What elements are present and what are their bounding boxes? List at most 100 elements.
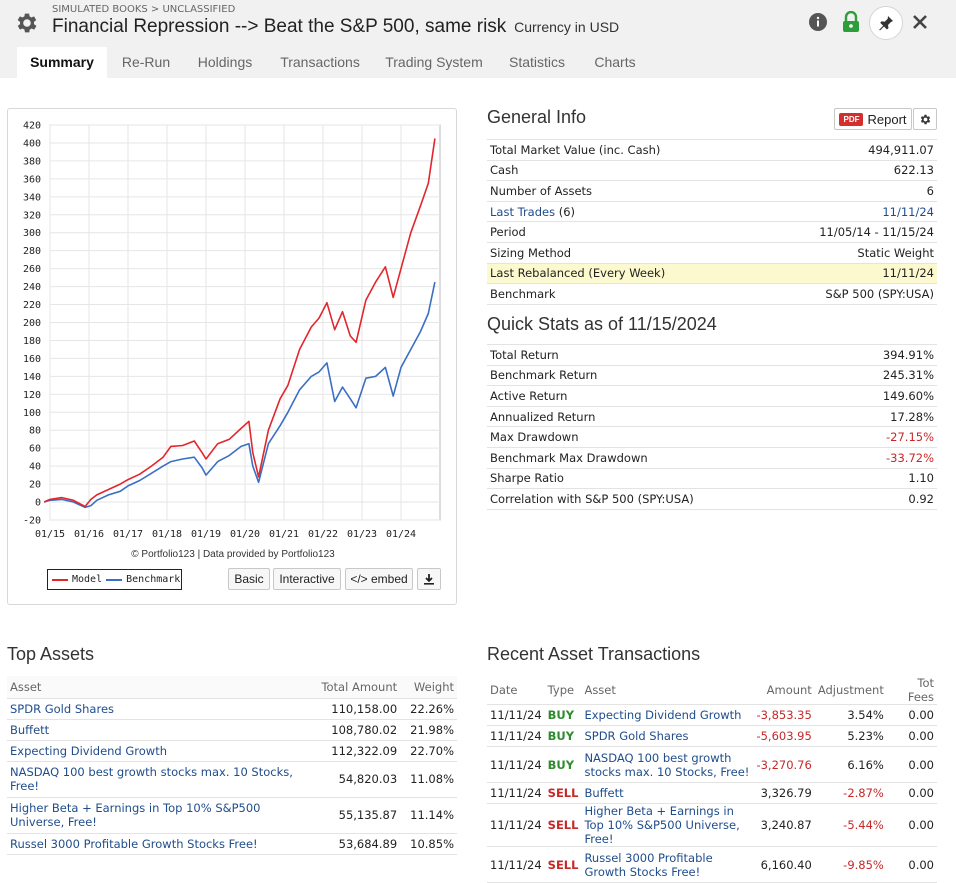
series-line-benchmark (43, 281, 436, 509)
column-header-asset[interactable]: Asset (581, 676, 754, 705)
info-label: Cash (487, 159, 758, 181)
txn-date: 11/11/24 (487, 846, 545, 883)
table-row: 11/11/24 SELL Higher Beta + Earnings in To… (487, 803, 937, 847)
chart-credit: © Portfolio123 | Data provided by Portfo… (131, 549, 335, 560)
txn-date: 11/11/24 (487, 704, 545, 726)
series-line-model (43, 138, 436, 508)
report-button[interactable]: PDF Report (834, 108, 912, 130)
stat-label: Sharpe Ratio (487, 467, 841, 489)
table-row: 11/11/24 BUY SPDR Gold Shares -5,603.95 5.23… (487, 725, 937, 747)
info-row: Benchmark S&P 500 (SPY:USA) (487, 283, 937, 305)
column-header-weight[interactable]: Weight (400, 676, 457, 699)
asset-weight: 22.26% (400, 698, 457, 720)
y-tick-label: 380 (23, 156, 41, 167)
tab-charts[interactable]: Charts (594, 54, 636, 70)
y-tick-label: 20 (29, 480, 41, 491)
info-icon[interactable] (806, 10, 830, 34)
stat-label: Correlation with S&P 500 (SPY:USA) (487, 488, 841, 510)
stat-value: 394.91% (840, 344, 937, 366)
column-header-tot-fees[interactable]: Tot Fees (886, 676, 937, 705)
txn-fees: 0.00 (886, 704, 937, 726)
tab-trading-system[interactable]: Trading System (385, 54, 483, 70)
x-tick-label: 01/17 (113, 529, 143, 539)
quick-stats-table: Total Return 394.91% Benchmark Return 245.… (487, 344, 937, 510)
tab-summary[interactable]: Summary (17, 47, 107, 78)
txn-asset-link[interactable]: NASDAQ 100 best growth stocks max. 10 St… (584, 750, 750, 779)
asset-amount: 54,820.03 (307, 761, 401, 798)
asset-link[interactable]: Buffett (10, 722, 50, 737)
asset-amount: 110,158.00 (307, 698, 401, 720)
stat-value: 0.92 (840, 488, 937, 510)
table-row: Buffett 108,780.02 21.98% (7, 719, 457, 741)
txn-amount: -5,603.95 (753, 725, 815, 747)
info-row: Cash 622.13 (487, 159, 937, 181)
gear-icon[interactable] (14, 10, 40, 36)
asset-link[interactable]: Expecting Dividend Growth (10, 743, 168, 758)
x-tick-label: 01/15 (35, 529, 65, 539)
column-header-total-amount[interactable]: Total Amount (307, 676, 401, 699)
y-tick-label: 160 (23, 354, 41, 365)
y-tick-label: 100 (23, 408, 41, 419)
report-settings-button[interactable] (913, 108, 937, 130)
asset-link[interactable]: NASDAQ 100 best growth stocks max. 10 St… (10, 765, 293, 793)
info-row: Period 11/05/14 - 11/15/24 (487, 221, 937, 243)
asset-weight: 21.98% (400, 719, 457, 741)
txn-type: SELL (544, 782, 582, 804)
legend-model-swatch (52, 578, 68, 581)
txn-asset-link[interactable]: SPDR Gold Shares (584, 729, 689, 743)
tab-re-run[interactable]: Re-Run (121, 54, 171, 70)
column-header-asset[interactable]: Asset (7, 676, 307, 699)
info-value: S&P 500 (SPY:USA) (757, 283, 937, 305)
pin-button[interactable] (869, 6, 903, 40)
asset-weight: 11.08% (400, 761, 457, 798)
tab-holdings[interactable]: Holdings (197, 54, 253, 70)
download-button[interactable] (417, 568, 441, 590)
y-tick-label: 180 (23, 336, 41, 347)
lock-icon[interactable] (839, 10, 863, 34)
last-trades-link[interactable]: Last Trades (490, 204, 556, 219)
table-row: Expecting Dividend Growth 112,322.09 22.70… (7, 740, 457, 762)
y-tick-label: 140 (23, 372, 41, 383)
breadcrumb[interactable]: SIMULATED BOOKS > UNCLASSIFIED (52, 4, 236, 15)
tab-statistics[interactable]: Statistics (508, 54, 565, 70)
txn-amount: 6,160.40 (753, 846, 815, 883)
basic-button[interactable]: Basic (228, 568, 270, 590)
txn-date: 11/11/24 (487, 782, 545, 804)
table-row: 11/11/24 SELL Buffett 3,326.79 -2.87% 0.00 (487, 782, 937, 804)
column-header-type[interactable]: Type (544, 676, 582, 705)
header-bar: SIMULATED BOOKS > UNCLASSIFIED Financial… (0, 0, 956, 47)
asset-amount: 53,684.89 (307, 833, 401, 855)
y-tick-label: 260 (23, 264, 41, 275)
asset-link[interactable]: SPDR Gold Shares (10, 701, 115, 716)
currency-label: Currency in USD (514, 19, 620, 35)
txn-asset-link[interactable]: Expecting Dividend Growth (584, 708, 742, 722)
asset-weight: 10.85% (400, 833, 457, 855)
table-row: 11/11/24 BUY NASDAQ 100 best growth stocks… (487, 746, 937, 783)
column-header-amount[interactable]: Amount (753, 676, 815, 705)
txn-date: 11/11/24 (487, 725, 545, 747)
column-header-date[interactable]: Date (487, 676, 545, 705)
asset-link[interactable]: Higher Beta + Earnings in Top 10% S&P500… (10, 801, 261, 829)
performance-chart[interactable]: 4204003803603403203002802602402202001801… (8, 109, 458, 539)
txn-asset-link[interactable]: Russel 3000 Profitable Growth Stocks Fre… (584, 850, 713, 879)
txn-asset-link[interactable]: Buffett (584, 786, 624, 800)
legend-benchmark-swatch (106, 578, 123, 581)
table-row: 11/11/24 BUY Expecting Dividend Growth -3,8… (487, 704, 937, 726)
txn-asset-link[interactable]: Higher Beta + Earnings in Top 10% S&P500… (584, 804, 740, 846)
embed-button[interactable]: </> embed (345, 568, 413, 590)
legend-model-label: Model (72, 574, 103, 585)
tab-transactions[interactable]: Transactions (280, 54, 360, 70)
last-trades-date-link[interactable]: 11/11/24 (882, 204, 934, 219)
asset-link[interactable]: Russel 3000 Profitable Growth Stocks Fre… (10, 836, 258, 851)
pdf-icon: PDF (839, 112, 864, 126)
stat-row: Active Return 149.60% (487, 385, 937, 407)
y-tick-label: 40 (29, 462, 41, 473)
x-tick-label: 01/19 (191, 529, 221, 539)
txn-fees: 0.00 (886, 803, 937, 847)
x-tick-label: 01/24 (386, 529, 416, 539)
x-tick-label: 01/23 (347, 529, 377, 539)
txn-amount: -3,270.76 (753, 746, 815, 783)
close-icon[interactable] (908, 10, 932, 34)
column-header-adjustment[interactable]: Adjustment (814, 676, 887, 705)
interactive-button[interactable]: Interactive (273, 568, 341, 590)
